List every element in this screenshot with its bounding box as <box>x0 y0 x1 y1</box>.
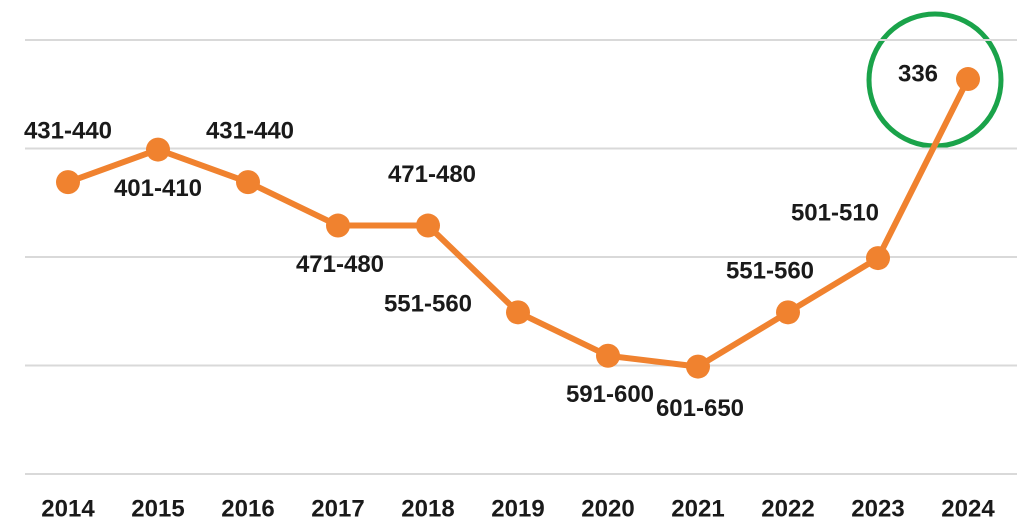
point <box>326 213 350 238</box>
data-label: 401-410 <box>114 175 202 202</box>
x-tick-label: 2021 <box>671 495 724 522</box>
x-tick-label: 2014 <box>41 495 95 522</box>
x-tick-label: 2017 <box>311 495 364 522</box>
data-label: 551-560 <box>384 291 472 318</box>
data-label: 501-510 <box>791 199 879 226</box>
x-tick-label: 2020 <box>581 495 634 522</box>
x-tick-label: 2024 <box>941 495 995 522</box>
data-label: 471-480 <box>388 161 476 188</box>
x-tick-label: 2019 <box>491 495 544 522</box>
x-tick-label: 2023 <box>851 495 904 522</box>
x-tick-label: 2015 <box>131 495 184 522</box>
point <box>506 300 530 325</box>
data-label: 336 <box>898 60 938 87</box>
data-label: 431-440 <box>24 117 112 144</box>
data-label: 431-440 <box>206 117 294 144</box>
point <box>866 246 890 271</box>
data-label: 601-650 <box>656 395 744 422</box>
point <box>596 343 620 368</box>
data-label: 471-480 <box>296 251 384 278</box>
point <box>146 137 170 162</box>
data-label: 591-600 <box>566 381 654 408</box>
point <box>776 300 800 325</box>
point <box>416 213 440 238</box>
x-tick-label: 2016 <box>221 495 274 522</box>
x-tick-label: 2022 <box>761 495 814 522</box>
data-label: 551-560 <box>726 258 814 285</box>
point <box>236 170 260 195</box>
point <box>686 354 710 379</box>
point <box>956 67 980 92</box>
x-tick-label: 2018 <box>401 495 454 522</box>
point <box>56 170 80 195</box>
